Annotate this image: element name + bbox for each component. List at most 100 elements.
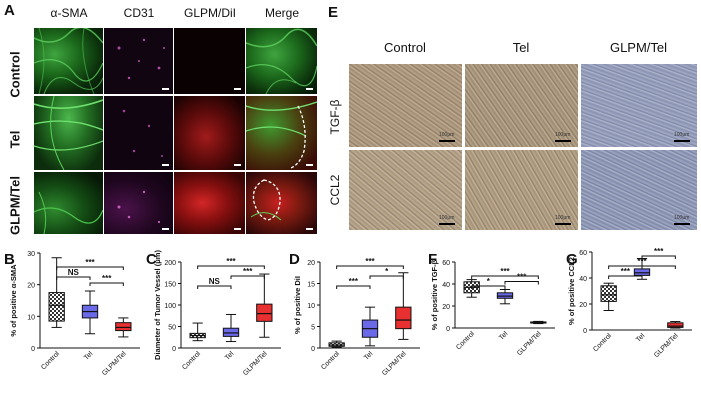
panel-g-letter: G [566,251,578,268]
chart-d-x-tick-label: Control [320,350,341,371]
chart-f-box-tel [496,292,514,299]
chart-g-box-control [600,285,617,302]
chart-c-box-control [189,332,206,339]
chart-b-x-tick-label: Tel [83,350,95,362]
chart-c-sig-label: NS [209,277,221,286]
chart-c-sig-label: *** [226,257,236,266]
chart-g-sig-label: *** [637,257,647,266]
chart-g-sig-label: *** [654,247,664,256]
chart-b-y-tick-label: 0 [31,346,35,353]
chart-c-y-tick-label: 150 [164,282,176,289]
panel-e-col-tel: Tel [512,40,530,55]
chart-d-sig-label: * [385,267,389,276]
chart-c-x-tick-label: Control [181,350,202,371]
micrograph-control-asma [34,28,103,94]
chart-f-y-label: % of positive TGF-β [430,259,439,330]
panel-e-col-control: Control [384,40,426,55]
micrograph-glpm-cd31 [104,172,173,234]
micrograph-tel-asma [34,96,103,170]
chart-g-y-tick-label: 60 [579,250,587,257]
ihc-ccl2-tel: 100μm [465,150,578,230]
chart-f-y-tick-label: 60 [442,260,450,267]
chart-g-sig-bracket [641,255,676,259]
chart-f-x-tick-label: GLPM/Tel [516,330,543,357]
chart-g-x-tick-label: GLPM/Tel [653,332,680,359]
chart-b-box-glpm-tel [115,322,132,332]
chart-d-y-label: % of positive DiI [293,276,302,334]
chart-g-sig-label: *** [621,267,631,276]
panel-a-col-glpm-dii: GLPM/DiI [183,6,236,20]
panel-e-row-tgfb: TGF-β [328,99,342,135]
ihc-tgfb-tel: 100μm [465,64,578,147]
chart-c-box-glpm-tel [256,303,273,322]
chart-d-sig-label: *** [365,257,375,266]
chart-g-y-label: % of positive CCL2 [567,257,576,325]
scale-label: 100μm [439,132,455,138]
chart-c-box-tel [222,327,240,337]
chart-c-x-tick-label: GLPM/Tel [242,350,269,377]
chart-f-box-glpm-tel [530,321,547,324]
chart-f-sig-bracket [504,281,539,285]
panel-a-col-cd31: CD31 [123,6,155,20]
chart-b-x-tick-label: Control [40,350,61,371]
chart-b-x-tick-label: GLPM/Tel [101,350,128,377]
micrograph-tel-merge [246,96,317,170]
chart-b-y-tick-label: 20 [27,283,35,290]
chart-d-sig-bracket [336,265,404,269]
panel-a-row-control: Control [7,51,23,98]
chart-d-box-glpm-tel [395,306,412,330]
scale-label: 100μm [674,215,690,221]
panel-c-letter: C [146,251,157,268]
chart-f-sig-label: *** [517,273,527,282]
panel-a-letter: A [4,2,15,19]
chart-g-sig-bracket [608,265,676,269]
chart-g-y-tick-label: 20 [579,302,587,309]
chart-f-x-tick-label: Control [455,330,476,351]
chart-c-y-tick-label: 50 [168,325,176,332]
chart-b-y-label: % of positive α-SMA [9,264,18,337]
chart-b-box-control [48,292,65,322]
chart-d-sig-bracket [336,285,371,289]
chart-b-y-tick-label: 10 [27,314,35,321]
chart-d-sig-label: *** [349,277,359,286]
micrograph-control-dii [174,28,245,94]
chart-d-y-tick-label: 20 [307,260,315,267]
chart-f-y-tick-label: 20 [442,304,450,311]
scale-label: 100μm [555,215,571,221]
micrograph-control-merge [246,28,317,94]
chart-c-sig-bracket [197,285,232,289]
scale-label: 100μm [439,215,455,221]
panel-f-letter: F [428,251,437,268]
ihc-tgfb-glpm: 100μm [581,64,697,147]
chart-c-y-tick-label: 0 [172,346,176,353]
chart-b-sig-label: *** [85,258,95,267]
panel-e-col-glpm-tel: GLPM/Tel [609,40,668,55]
ihc-ccl2-glpm: 100μm [581,150,697,230]
scale-label: 100μm [555,132,571,138]
chart-f-x-tick-label: Tel [498,330,510,342]
chart-c-x-tick-label: Tel [224,350,236,362]
chart-c-sig-label: *** [243,267,253,276]
panel-a-col-asma: α-SMA [50,6,88,20]
chart-d-y-tick-label: 15 [307,282,315,289]
chart-b-box-tel [81,304,99,319]
chart-c-y-tick-label: 200 [164,260,176,267]
chart-g-sig-bracket [608,275,643,279]
chart-c-y-tick-label: 100 [164,303,176,310]
chart-f-sig-bracket [471,285,506,289]
ihc-tgfb-control: 100μm [349,64,462,147]
panel-a-row-tel: Tel [7,130,23,149]
chart-d-y-tick-label: 5 [311,325,315,332]
chart-g-y-tick-label: 0 [583,328,587,335]
chart-g-x-tick-label: Tel [635,332,647,344]
chart-c-y-label: Diameter of Tumor Vessel (μm) [153,250,162,360]
chart-d-y-tick-label: 10 [307,303,315,310]
chart-b-sig-bracket [56,266,124,270]
chart-f-sig-bracket [471,275,539,279]
chart-d-x-tick-label: Tel [363,350,375,362]
chart-d-y-tick-label: 0 [311,346,315,353]
micrograph-control-cd31 [104,28,173,94]
scale-label: 100μm [674,132,690,138]
micrograph-glpm-asma [34,172,103,234]
panel-e-row-ccl2: CCL2 [328,174,342,206]
